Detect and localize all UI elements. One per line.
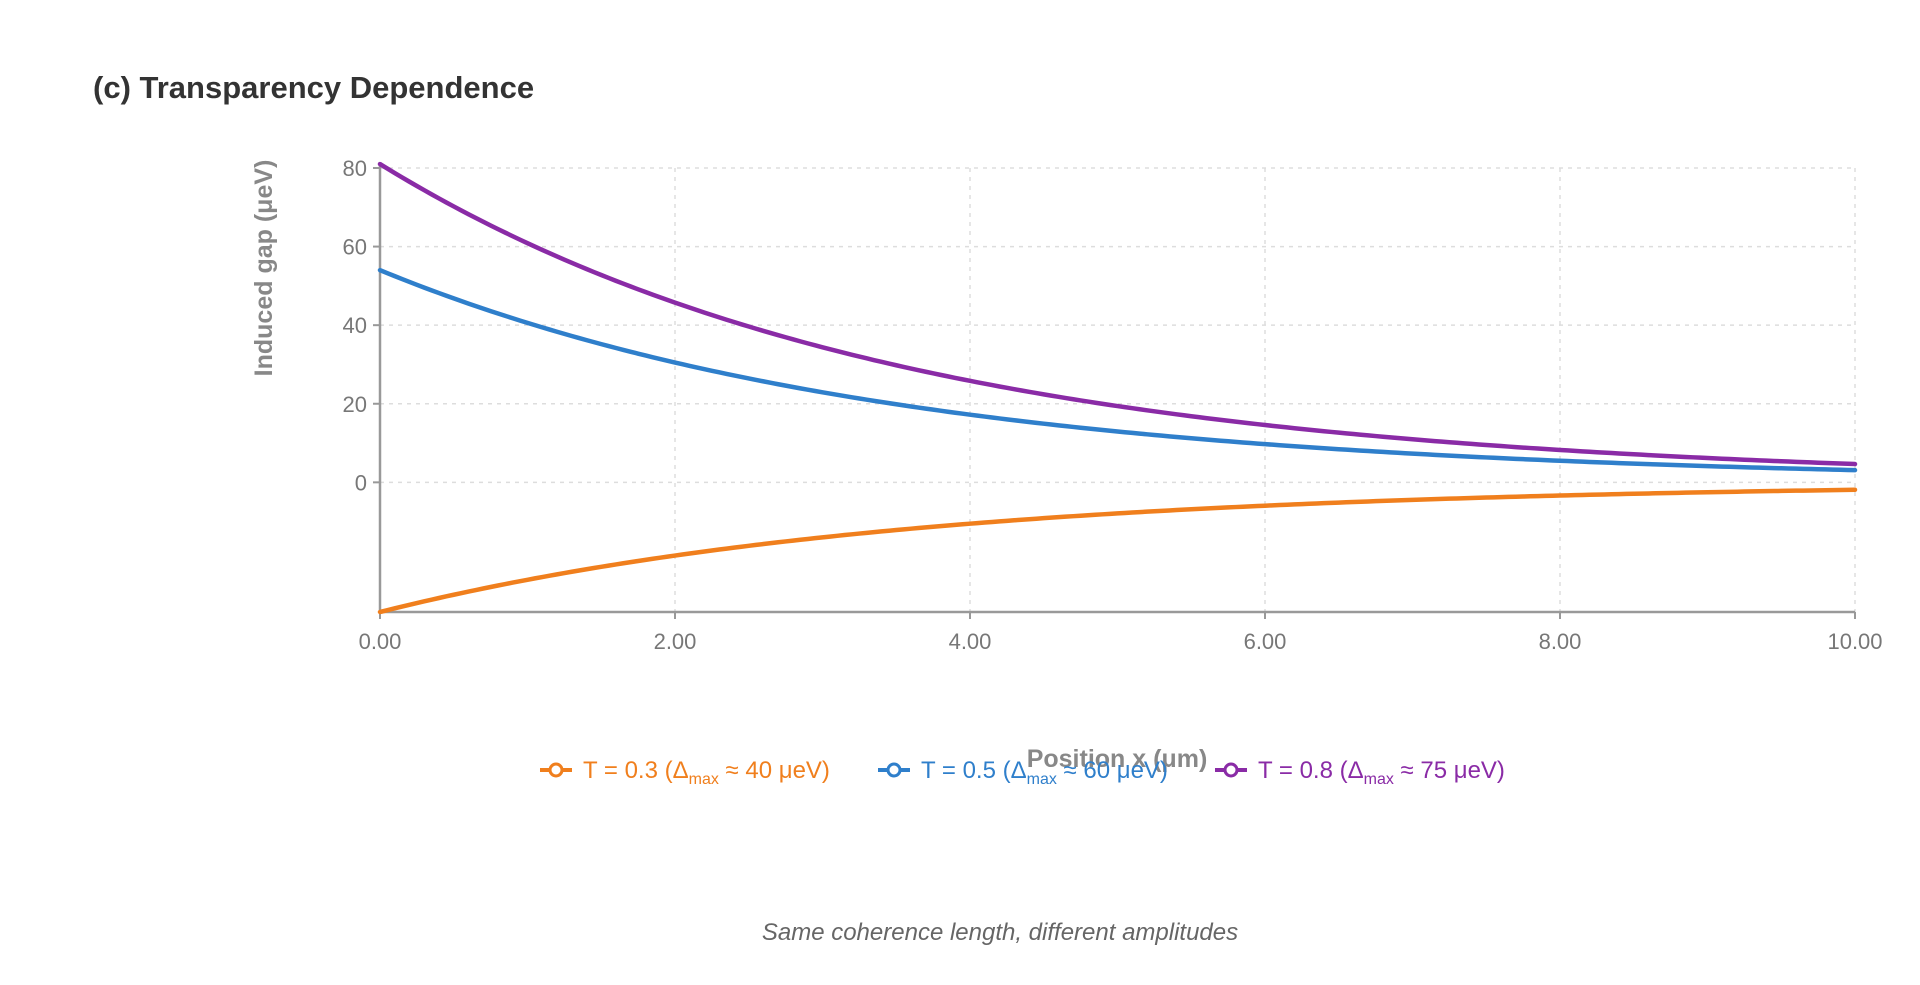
legend[interactable]: T = 0.3 (Δmax ≈ 40 μeV) T = 0.5 (Δmax ≈ 6… bbox=[540, 757, 1505, 788]
x-tick-label: 6.00 bbox=[1244, 629, 1287, 654]
y-axis-label: Induced gap (μeV) bbox=[250, 160, 278, 377]
x-tick-label: 0.00 bbox=[359, 629, 402, 654]
legend-swatch-marker bbox=[886, 762, 902, 778]
x-tick-label: 4.00 bbox=[949, 629, 992, 654]
axes: 0.00 2.00 4.00 6.00 8.00 10.00 0 20 40 60 80 bbox=[343, 156, 1883, 654]
y-tick-label: 40 bbox=[343, 313, 367, 338]
y-tick-label: 0 bbox=[355, 470, 367, 495]
legend-item[interactable]: T = 0.8 (Δmax ≈ 75 μeV) bbox=[1215, 757, 1505, 788]
legend-label: T = 0.8 (Δmax ≈ 75 μeV) bbox=[1258, 757, 1505, 788]
series-line bbox=[377, 487, 1858, 615]
series-line bbox=[377, 267, 1858, 473]
series-line bbox=[377, 161, 1858, 467]
chart-title: (c) Transparency Dependence bbox=[93, 70, 535, 105]
grid-lines bbox=[380, 167, 1856, 612]
x-tick-label: 2.00 bbox=[654, 629, 697, 654]
x-tick-label: 10.00 bbox=[1827, 629, 1882, 654]
legend-label: T = 0.3 (Δmax ≈ 40 μeV) bbox=[583, 757, 830, 788]
axis-labels: Position x (μm) Induced gap (μeV) bbox=[250, 160, 1207, 773]
y-tick-label: 20 bbox=[343, 392, 367, 417]
legend-item[interactable]: T = 0.5 (Δmax ≈ 60 μeV) bbox=[878, 757, 1168, 788]
x-axis-label: Position x (μm) bbox=[1027, 745, 1208, 773]
series-lines bbox=[377, 161, 1858, 615]
y-tick-label: 80 bbox=[343, 156, 367, 181]
legend-swatch-marker bbox=[1223, 762, 1239, 778]
legend-label: T = 0.5 (Δmax ≈ 60 μeV) bbox=[921, 757, 1168, 788]
y-tick-label: 60 bbox=[343, 235, 367, 260]
legend-item[interactable]: T = 0.3 (Δmax ≈ 40 μeV) bbox=[540, 757, 830, 788]
chart-caption: Same coherence length, different amplitu… bbox=[761, 919, 1239, 946]
x-tick-label: 8.00 bbox=[1539, 629, 1582, 654]
legend-swatch-marker bbox=[548, 762, 564, 778]
